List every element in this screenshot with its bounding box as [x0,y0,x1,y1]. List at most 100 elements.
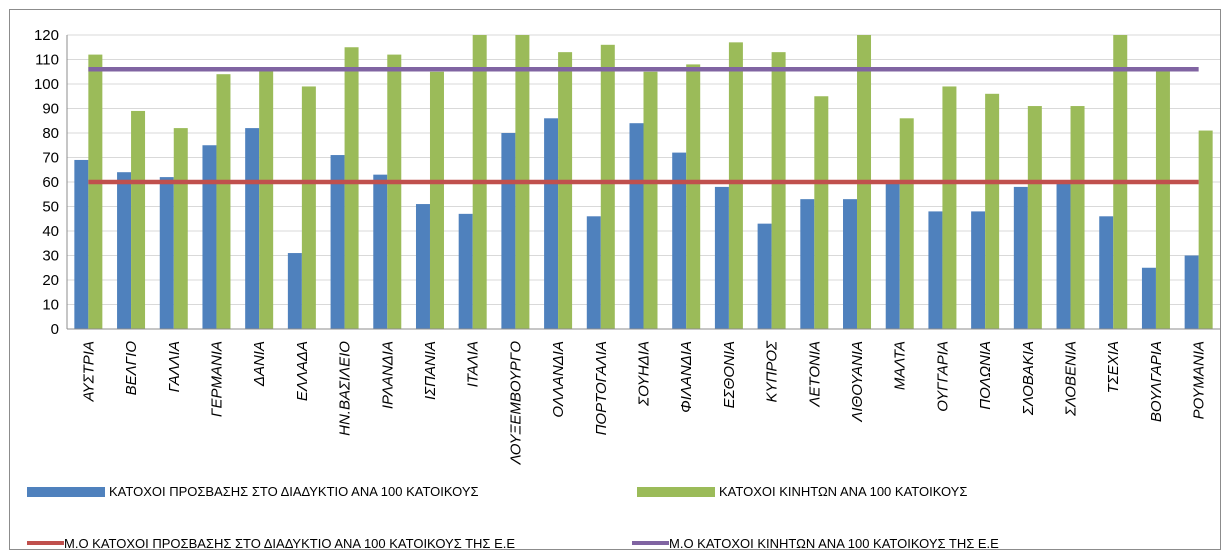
bar-mobile [771,52,786,329]
x-tick-label: ΜΑΛΤΑ [892,341,909,390]
x-tick-label: ΠΟΡΤΟΓΑΛΙΑ [593,341,610,435]
plot-area [74,35,1213,329]
legend-label: ΚΑΤΟΧΟΙ ΠΡΟΣΒΑΣΗΣ ΣΤΟ ΔΙΑΔΥΚΤΙΟ ΑΝΑ 100 … [109,484,479,499]
x-tick-label: ΑΥΣΤΡΙΑ [80,341,97,402]
legend-label: Μ.Ο ΚΑΤΟΧΟΙ ΚΙΝΗΤΩΝ ΑΝΑ 100 ΚΑΤΟΙΚΟΥΣ ΤΗ… [669,536,999,551]
y-tick-label: 50 [42,199,59,216]
y-tick-label: 70 [42,150,59,167]
x-tick-label: ΤΣΕΧΙΑ [1105,341,1122,393]
x-tick-label: ΗΝ.ΒΑΣΙΛΕΙΟ [337,341,354,436]
x-tick-label: ΠΟΛΩΝΙΑ [977,341,994,410]
bar-mobile [1070,106,1085,329]
bar-mobile [429,71,444,329]
x-tick-label: ΡΟΥΜΑΝΙΑ [1191,341,1208,419]
y-tick-label: 120 [34,27,59,44]
legend-item: ΚΑΤΟΧΟΙ ΚΙΝΗΤΩΝ ΑΝΑ 100 ΚΑΤΟΙΚΟΥΣ [637,484,967,499]
bar-internet [202,145,217,329]
bar-internet [757,223,772,329]
bar-internet [74,159,89,329]
x-tick-label: ΚΥΠΡΟΣ [764,340,781,403]
bar-mobile [643,71,658,329]
y-tick-label: 110 [35,52,59,69]
bar-mobile [1027,106,1042,329]
x-tick-label: ΛΙΘΟΥΑΝΙΑ [849,341,866,423]
bar-internet [159,177,174,329]
y-tick-label: 80 [42,125,59,142]
bar-internet [629,123,644,329]
bar-mobile [259,69,274,329]
x-tick-label: ΛΕΤΟΝΙΑ [806,341,823,408]
bar-internet [330,155,345,329]
bar-mobile [1198,130,1213,329]
x-tick-label: ΓΕΡΜΑΝΙΑ [208,341,225,417]
y-tick-label: 100 [34,76,59,93]
chart-frame [9,9,1221,550]
bar-internet [714,186,729,329]
y-tick-label: 10 [42,297,59,314]
bar-internet [928,211,943,329]
x-tick-label: ΛΟΥΞΕΜΒΟΥΡΓΟ [507,341,524,466]
bar-internet [373,174,388,329]
bar-internet [1141,267,1156,329]
x-tick-label: ΒΟΥΛΓΑΡΙΑ [1148,341,1165,422]
bar-internet [1099,216,1114,329]
legend-swatch [637,487,715,497]
legend-swatch [27,487,105,497]
bar-internet [586,216,601,329]
x-tick-label: ΣΟΥΗΔΙΑ [636,341,653,407]
legend: ΚΑΤΟΧΟΙ ΠΡΟΣΒΑΣΗΣ ΣΤΟ ΔΙΑΔΥΚΤΙΟ ΑΝΑ 100 … [27,484,999,551]
bar-internet [544,118,559,329]
bar-internet [800,199,815,329]
bar-mobile [344,47,359,329]
x-tick-label: ΕΛΛΑΔΑ [294,341,311,401]
bar-mobile [558,52,573,329]
x-tick-label: ΒΕΛΓΙΟ [123,341,140,396]
bar-internet [1184,255,1199,329]
bar-internet [843,199,858,329]
bar-internet [1013,186,1028,329]
bar-mobile [985,93,1000,329]
legend-item: Μ.Ο ΚΑΤΟΧΟΙ ΠΡΟΣΒΑΣΗΣ ΣΤΟ ΔΙΑΔΥΚΤΙΟ ΑΝΑ … [27,536,515,551]
bar-mobile [131,110,146,329]
bar-mobile [728,42,743,329]
bar-internet [458,213,473,329]
y-tick-label: 20 [42,272,59,289]
x-tick-label: ΕΣΘΟΝΙΑ [721,341,738,408]
x-tick-label: ΓΑΛΛΙΑ [166,341,183,392]
y-tick-label: 30 [42,248,59,265]
bar-internet [245,128,260,329]
x-tick-label: ΙΡΛΑΝΔΙΑ [379,341,396,409]
bar-mobile [686,64,701,329]
bar-mobile [600,44,615,329]
bar-internet [885,182,900,329]
bar-mobile [899,118,914,329]
y-tick-label: 60 [42,174,59,191]
legend-item: Μ.Ο ΚΑΤΟΧΟΙ ΚΙΝΗΤΩΝ ΑΝΑ 100 ΚΑΤΟΙΚΟΥΣ ΤΗ… [632,536,999,551]
bar-internet [287,253,302,329]
bar-internet [117,172,132,329]
bar-internet [501,133,516,329]
x-tick-label: ΟΛΛΑΝΔΙΑ [550,341,567,418]
bar-mobile [173,128,188,329]
bar-mobile [387,54,402,329]
bar-internet [672,152,687,329]
bar-internet [971,211,986,329]
bar-mobile [88,54,103,329]
bar-mobile [1155,69,1170,329]
x-tick-label: ΣΛΟΒΑΚΙΑ [1020,341,1037,416]
bar-mobile [942,86,957,329]
x-tick-label: ΔΑΝΙΑ [251,341,268,387]
x-tick-label: ΙΣΠΑΝΙΑ [422,341,439,400]
legend-label: Μ.Ο ΚΑΤΟΧΟΙ ΠΡΟΣΒΑΣΗΣ ΣΤΟ ΔΙΑΔΥΚΤΙΟ ΑΝΑ … [64,536,515,551]
legend-label: ΚΑΤΟΧΟΙ ΚΙΝΗΤΩΝ ΑΝΑ 100 ΚΑΤΟΙΚΟΥΣ [719,484,967,499]
y-tick-label: 40 [42,223,59,240]
bar-internet [415,204,430,329]
bar-internet [1056,182,1071,329]
x-tick-label: ΦΙΛΑΝΔΙΑ [678,341,695,413]
y-tick-label: 90 [42,101,59,118]
x-tick-label: ΣΛΟΒΕΝΙΑ [1063,341,1080,417]
bar-mobile [814,96,829,329]
legend-item: ΚΑΤΟΧΟΙ ΠΡΟΣΒΑΣΗΣ ΣΤΟ ΔΙΑΔΥΚΤΙΟ ΑΝΑ 100 … [27,484,479,499]
bar-mobile [301,86,316,329]
